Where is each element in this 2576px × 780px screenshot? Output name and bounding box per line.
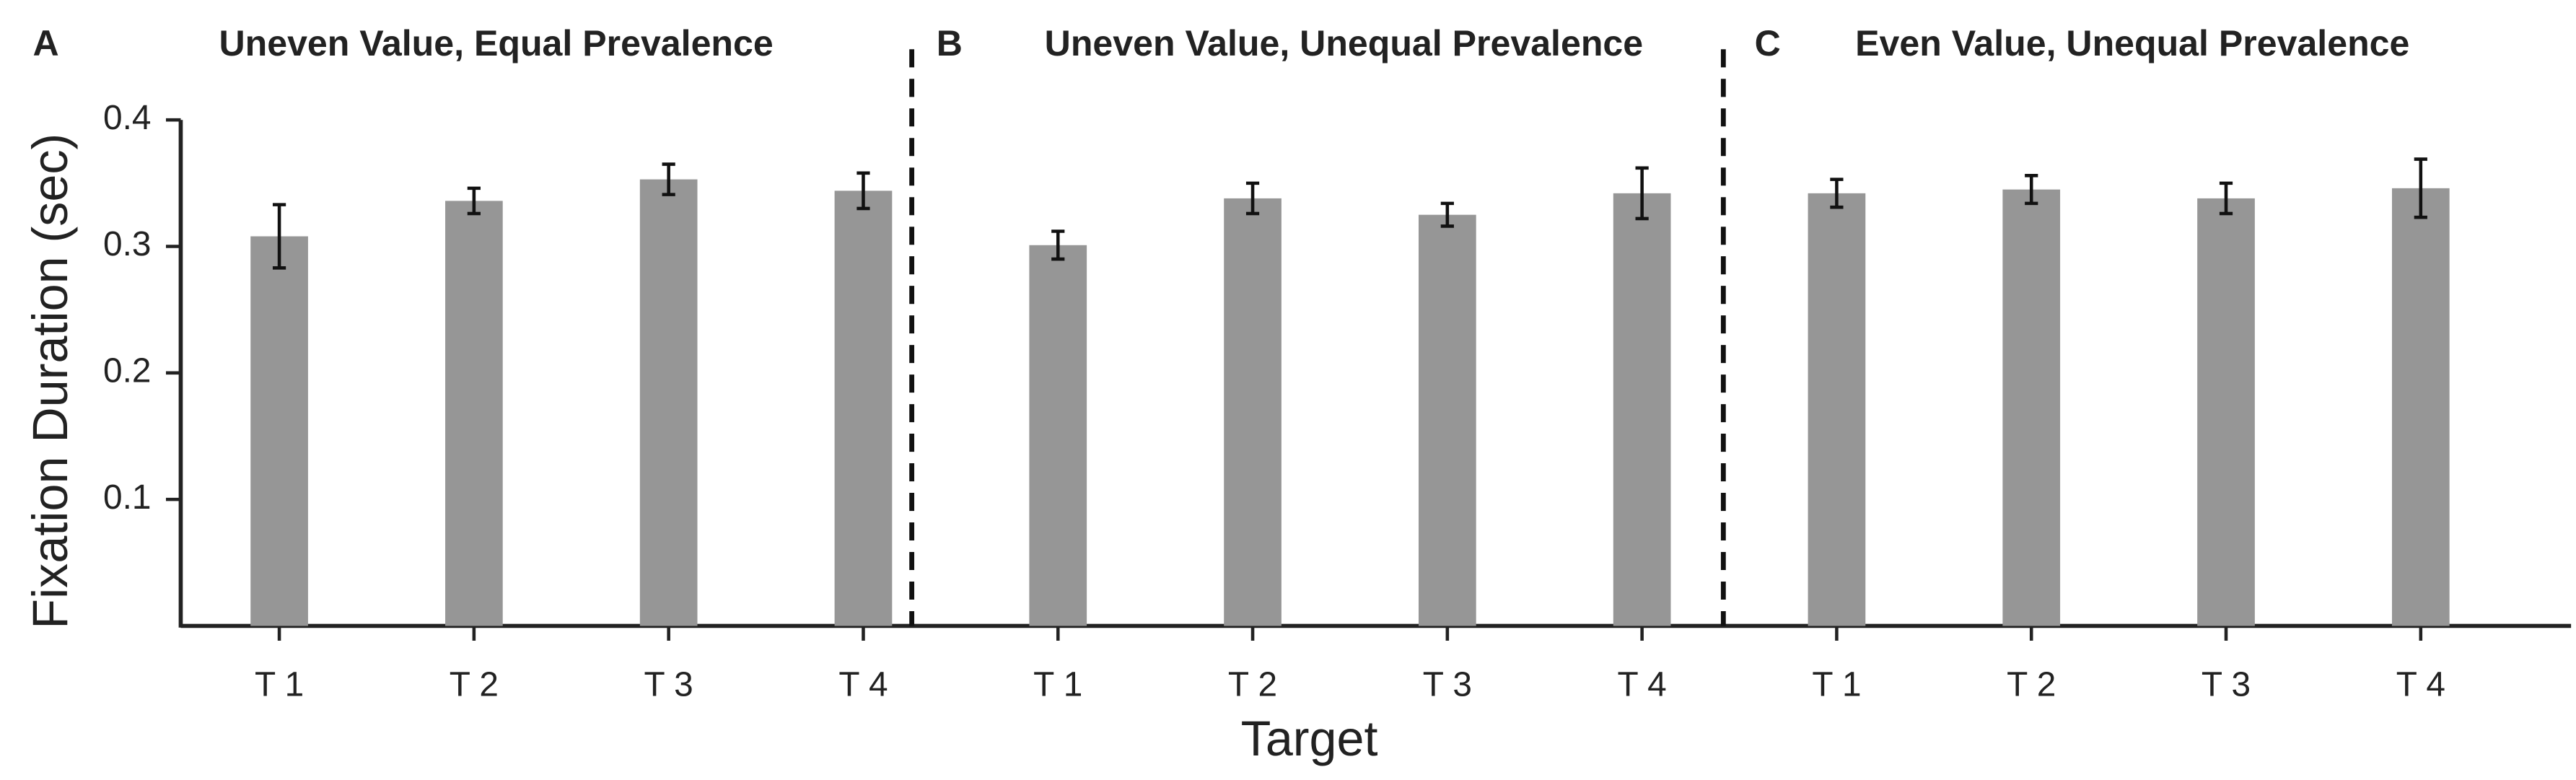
- x-tick-label: T 4: [2396, 665, 2445, 704]
- bar: [250, 236, 308, 626]
- y-tick-label: 0.3: [103, 225, 151, 263]
- bar: [834, 190, 893, 626]
- bar: [2002, 189, 2061, 626]
- bar: [1419, 214, 1476, 626]
- x-tick-label: T 3: [2202, 665, 2251, 704]
- panel-title: Even Value, Unequal Prevalence: [1855, 23, 2409, 63]
- x-tick-label: T 2: [2007, 665, 2056, 704]
- bar: [639, 179, 698, 626]
- bar: [1224, 198, 1282, 626]
- bar: [1808, 193, 1866, 626]
- x-tick-label: T 2: [1228, 665, 1277, 704]
- panel-title: Uneven Value, Equal Prevalence: [219, 23, 773, 63]
- panel-label: B: [937, 23, 963, 63]
- bar: [2391, 188, 2450, 626]
- panel-title: Uneven Value, Unequal Prevalence: [1045, 23, 1643, 63]
- y-axis-label: Fixation Duration (sec): [23, 133, 78, 629]
- panel-label: C: [1755, 23, 1781, 63]
- x-tick-label: T 2: [450, 665, 499, 704]
- y-tick-label: 0.4: [103, 99, 151, 137]
- x-tick-label: T 1: [255, 665, 304, 704]
- x-tick-label: T 1: [1812, 665, 1861, 704]
- x-tick-label: T 4: [838, 665, 888, 704]
- y-tick-label: 0.2: [103, 351, 151, 390]
- bar: [2197, 198, 2255, 626]
- bar: [445, 201, 503, 626]
- x-tick-label: T 3: [644, 665, 693, 704]
- x-tick-label: T 3: [1423, 665, 1472, 704]
- y-tick-label: 0.1: [103, 478, 151, 517]
- bar: [1613, 193, 1671, 626]
- x-tick-label: T 1: [1033, 665, 1082, 704]
- bar: [1029, 245, 1087, 626]
- x-tick-label: T 4: [1618, 665, 1667, 704]
- x-axis-label: Target: [1241, 711, 1378, 766]
- panel-label: A: [33, 23, 59, 63]
